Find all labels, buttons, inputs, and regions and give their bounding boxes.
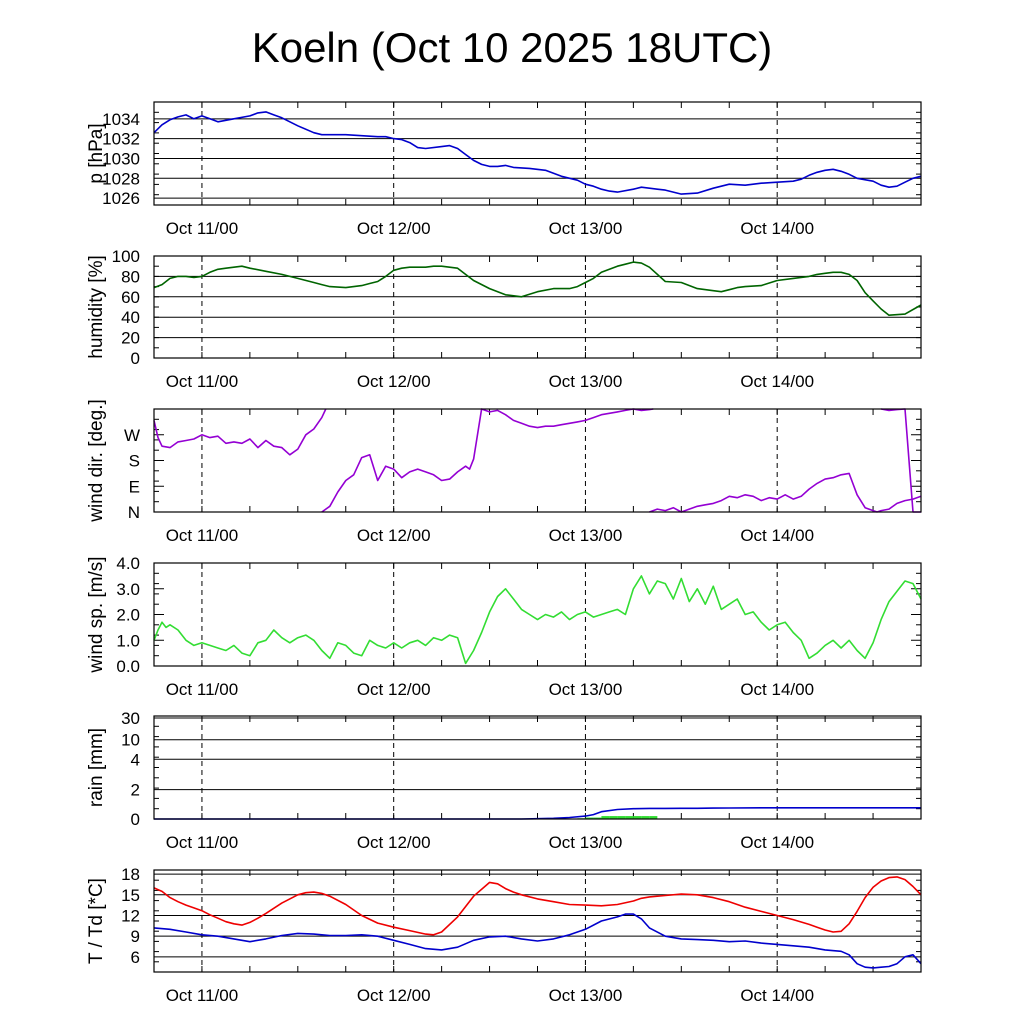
x-tick-label: Oct 11/00 [166, 986, 238, 1005]
x-tick-label: Oct 12/00 [357, 219, 431, 238]
rain-bar [625, 816, 634, 819]
series-line-temperature [153, 876, 922, 936]
y-tick-label: 4 [131, 750, 140, 769]
y-tick-label: 12 [121, 906, 140, 925]
series-line-wind_dir [649, 472, 878, 513]
x-tick-label: Oct 13/00 [549, 986, 623, 1005]
x-tick-label: Oct 14/00 [740, 526, 814, 545]
y-tick-label: 60 [121, 288, 140, 307]
x-tick-label: Oct 11/00 [166, 372, 238, 391]
series-line-humidity [153, 261, 922, 317]
y-tick-label: 0.0 [116, 657, 140, 676]
x-tick-label: Oct 11/00 [166, 680, 238, 699]
y-tick-label: S [129, 452, 140, 471]
chart-title: Koeln (Oct 10 2025 18UTC) [251, 24, 773, 71]
x-tick-label: Oct 13/00 [549, 526, 623, 545]
y-axis-label: p [hPa] [86, 123, 107, 183]
rain-bar [633, 816, 642, 819]
series-line-pressure [153, 111, 922, 195]
series-line-wind_dir [321, 408, 654, 513]
y-tick-label: 20 [121, 329, 140, 348]
y-tick-label: 9 [131, 927, 140, 946]
y-axis-label: wind dir. [deg.] [86, 399, 107, 523]
y-tick-label: W [124, 426, 140, 445]
x-tick-label: Oct 13/00 [549, 219, 623, 238]
x-tick-label: Oct 11/00 [166, 219, 238, 238]
rain-bar [617, 816, 626, 819]
x-tick-label: Oct 14/00 [740, 219, 814, 238]
rain-bar [585, 817, 594, 819]
y-tick-label: 3.0 [116, 580, 140, 599]
y-axis-label: T / Td [*C] [86, 878, 107, 964]
x-tick-label: Oct 12/00 [357, 526, 431, 545]
series-line-wind_speed [153, 575, 922, 665]
x-tick-label: Oct 14/00 [740, 986, 814, 1005]
series-line-wind_dir [876, 495, 922, 513]
y-tick-label: 0 [131, 349, 140, 368]
y-axis-label: rain [mm] [86, 728, 107, 807]
plot-frame [153, 408, 922, 513]
y-tick-label: 100 [112, 247, 140, 266]
y-tick-label: 0 [131, 810, 140, 829]
y-tick-label: 1026 [102, 189, 140, 208]
y-tick-label: 6 [131, 948, 140, 967]
x-tick-label: Oct 11/00 [166, 526, 238, 545]
y-tick-label: 1034 [102, 110, 140, 129]
series-line-dewpoint [153, 913, 922, 969]
x-tick-label: Oct 11/00 [166, 833, 238, 852]
x-tick-label: Oct 14/00 [740, 372, 814, 391]
plot-frame [153, 255, 922, 359]
rain-bar [649, 816, 658, 819]
y-tick-label: 2 [131, 781, 140, 800]
rain-bar [601, 816, 610, 819]
y-tick-label: 18 [121, 865, 140, 884]
x-tick-label: Oct 14/00 [740, 833, 814, 852]
y-tick-label: 4.0 [116, 554, 140, 573]
x-tick-label: Oct 12/00 [357, 680, 431, 699]
y-axis-label: humidity [%] [86, 255, 107, 358]
series-line-rain_sum [154, 806, 921, 820]
x-tick-label: Oct 13/00 [549, 680, 623, 699]
y-tick-label: 30 [121, 709, 140, 728]
x-tick-label: Oct 13/00 [549, 372, 623, 391]
plot-frame [153, 562, 922, 667]
y-tick-label: E [129, 477, 140, 496]
y-tick-label: 10 [121, 731, 140, 750]
plot-frame [153, 715, 922, 820]
plot-frame [153, 101, 922, 206]
x-tick-label: Oct 12/00 [357, 833, 431, 852]
y-tick-label: 1032 [102, 130, 140, 149]
y-axis-label: wind sp. [m/s] [86, 556, 107, 673]
y-tick-label: 1.0 [116, 631, 140, 650]
rain-bar [593, 817, 602, 819]
x-tick-label: Oct 13/00 [549, 833, 623, 852]
y-tick-label: 40 [121, 308, 140, 327]
x-tick-label: Oct 12/00 [357, 986, 431, 1005]
rain-bar [609, 816, 618, 819]
y-tick-label: 80 [121, 267, 140, 286]
y-tick-label: 1030 [102, 149, 140, 168]
x-tick-label: Oct 12/00 [357, 372, 431, 391]
plot-frame [153, 869, 922, 973]
y-tick-label: 1028 [102, 169, 140, 188]
x-tick-label: Oct 14/00 [740, 680, 814, 699]
series-line-wind_dir [153, 408, 327, 456]
rain-bar [641, 816, 650, 819]
y-tick-label: N [128, 503, 140, 522]
y-tick-label: 15 [121, 886, 140, 905]
y-tick-label: 2.0 [116, 606, 140, 625]
